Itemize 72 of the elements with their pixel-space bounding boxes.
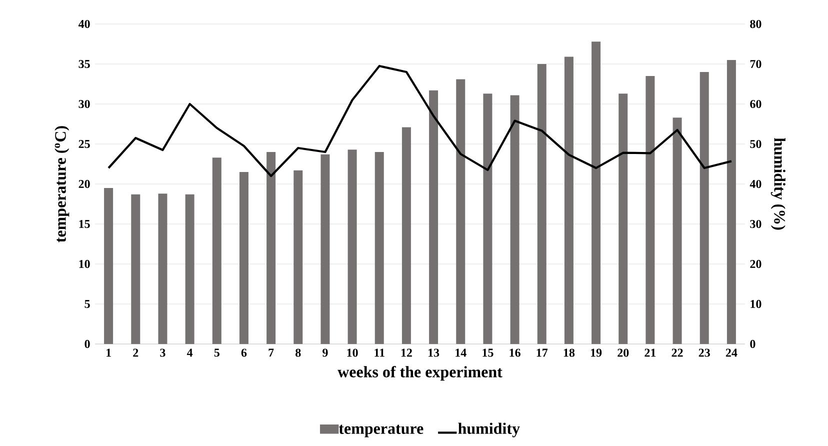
bar <box>266 152 276 344</box>
x-tick-label: 2 <box>133 348 138 357</box>
bar <box>456 79 466 344</box>
y-tick-label: 15 <box>79 220 90 228</box>
bar <box>158 194 168 344</box>
bar <box>429 90 438 344</box>
y2-tick-label: 40 <box>750 180 762 188</box>
x-tick-label: 9 <box>322 348 328 357</box>
x-tick-label: 18 <box>564 348 575 357</box>
bar <box>131 194 140 344</box>
x-tick-label: 5 <box>214 348 220 357</box>
bar <box>294 170 303 344</box>
x-tick-label: 11 <box>374 348 384 357</box>
y-tick-label: 10 <box>79 260 90 268</box>
x-tick-label: 22 <box>672 348 683 357</box>
bar <box>402 127 411 344</box>
y2-tick-label: 60 <box>750 100 762 108</box>
bar <box>104 188 114 344</box>
x-tick-label: 24 <box>726 348 738 357</box>
bar <box>672 118 682 344</box>
x-tick-label: 21 <box>644 348 656 357</box>
bar <box>320 154 330 344</box>
y-tick-label: 35 <box>78 60 90 68</box>
x-tick-label: 17 <box>536 348 548 357</box>
y-tick-label: 30 <box>78 100 90 108</box>
x-tick-label: 6 <box>241 348 247 357</box>
y2-tick-label: 30 <box>750 220 762 228</box>
bar <box>592 42 601 344</box>
y2-tick-label: 50 <box>750 140 762 148</box>
bar <box>726 60 736 344</box>
legend-label: temperature <box>338 424 424 438</box>
x-tick-label: 15 <box>482 348 494 357</box>
x-tick-label: 12 <box>401 348 412 357</box>
bar <box>537 64 546 344</box>
x-tick-label: 3 <box>160 348 166 357</box>
bar <box>212 158 222 344</box>
x-tick-label: 7 <box>268 348 274 357</box>
x-tick-label: 1 <box>106 348 111 357</box>
x-axis-title: weeks of the experiment <box>338 366 502 381</box>
y-tick-label: 25 <box>78 140 90 148</box>
y2-axis-title: humidity (%) <box>770 138 786 230</box>
x-tick-label: 10 <box>347 348 358 357</box>
bar <box>185 194 194 344</box>
x-tick-label: 4 <box>186 348 193 357</box>
legend-label: humidity <box>458 422 520 438</box>
y2-tick-label: 80 <box>750 20 762 28</box>
bar <box>646 76 655 344</box>
line-series <box>107 64 733 178</box>
y-tick-label: 20 <box>78 180 90 188</box>
y-tick-label: 40 <box>78 20 90 28</box>
bar <box>374 152 384 344</box>
bar <box>348 150 357 344</box>
y2-tick-label: 0 <box>750 340 756 348</box>
bar <box>700 72 709 344</box>
x-tick-label: 14 <box>456 348 466 357</box>
y2-tick-label: 20 <box>750 260 762 268</box>
y2-tick-label: 70 <box>750 60 762 68</box>
x-tick-label: 13 <box>428 348 440 357</box>
bar <box>564 56 574 344</box>
x-tick-label: 20 <box>618 348 629 357</box>
y-axis-title: temperature ($^{o}$C) <box>54 126 70 242</box>
x-tick-label: 19 <box>591 348 602 357</box>
y-tick-label: 0 <box>84 340 90 348</box>
bar <box>483 94 492 344</box>
bar <box>239 172 248 344</box>
bar <box>510 95 520 344</box>
x-tick-label: 16 <box>510 348 520 357</box>
y-tick-label: 5 <box>84 300 90 308</box>
x-tick-label: 8 <box>296 348 301 357</box>
y2-tick-label: 10 <box>750 300 762 308</box>
bar <box>618 94 628 344</box>
x-tick-label: 23 <box>698 348 710 357</box>
